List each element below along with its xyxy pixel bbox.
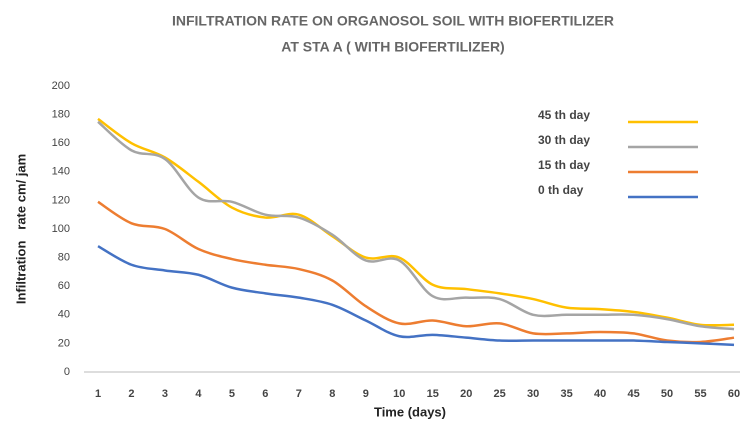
series-line (97, 117, 735, 327)
x-tick-label: 25 (494, 388, 506, 400)
legend-label: 45 th day (538, 108, 590, 122)
y-tick-label: 180 (52, 109, 70, 121)
x-tick-label: 20 (460, 388, 472, 400)
y-tick-label: 160 (52, 137, 70, 149)
y-tick-label: 100 (52, 223, 70, 235)
x-tick-label: 7 (296, 388, 302, 400)
x-tick-label: 3 (162, 388, 168, 400)
y-tick-label: 200 (52, 80, 70, 92)
y-tick-label: 120 (52, 194, 70, 206)
series-line (97, 200, 735, 344)
series-line (97, 120, 735, 331)
y-tick-label: 40 (58, 309, 70, 321)
x-tick-label: 8 (329, 388, 335, 400)
x-tick-label: 1 (95, 388, 101, 400)
x-tick-label: 55 (694, 388, 706, 400)
x-tick-label: 60 (728, 388, 740, 400)
x-tick-label: 5 (229, 388, 235, 400)
legend-label: 30 th day (538, 133, 590, 147)
x-tick-label: 15 (427, 388, 439, 400)
x-tick-label: 2 (128, 388, 134, 400)
chart-title: INFILTRATION RATE ON ORGANOSOL SOIL WITH… (172, 13, 614, 29)
x-axis-label: Time (days) (374, 404, 446, 419)
y-tick-label: 60 (58, 280, 70, 292)
y-tick-label: 80 (58, 252, 70, 264)
legend-label: 15 th day (538, 158, 590, 172)
y-axis-label: Infiltration rate cm/ jam (13, 154, 28, 304)
x-tick-label: 9 (363, 388, 369, 400)
legend-label: 0 th day (538, 183, 584, 197)
series-line (97, 245, 735, 347)
x-tick-label: 35 (561, 388, 573, 400)
x-tick-label: 40 (594, 388, 606, 400)
x-tick-label: 10 (393, 388, 405, 400)
y-tick-label: 20 (58, 337, 70, 349)
x-tick-label: 30 (527, 388, 539, 400)
chart-title: AT STA A ( WITH BIOFERTILIZER) (281, 39, 504, 55)
x-tick-label: 45 (627, 388, 639, 400)
x-tick-label: 4 (195, 388, 202, 400)
y-tick-label: 140 (52, 166, 70, 178)
x-tick-label: 6 (262, 388, 268, 400)
y-tick-label: 0 (64, 366, 70, 378)
x-tick-label: 50 (661, 388, 673, 400)
